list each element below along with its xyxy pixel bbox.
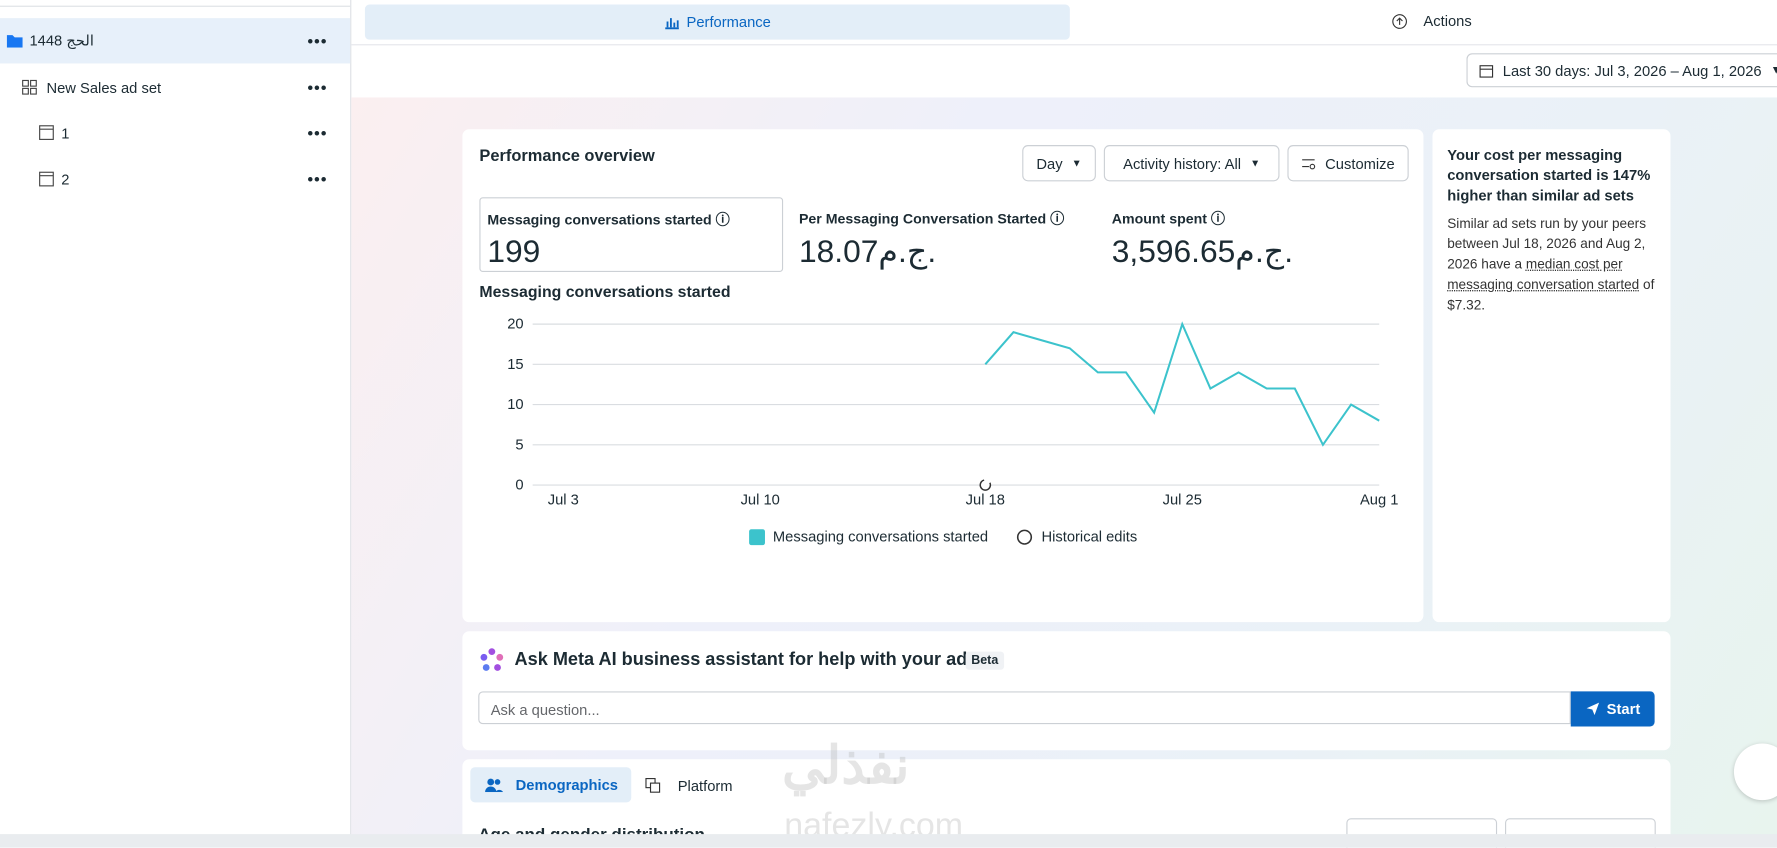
history-marker [979,479,992,491]
ad-row[interactable]: 2 ••• [0,156,350,201]
assistant-card: Ask Meta AI business assistant for help … [462,631,1671,751]
metric-card[interactable]: Per Messaging Conversation Started ⓘ 18.0… [799,206,1064,269]
ai-fab[interactable] [1733,743,1777,801]
tab-label: Actions [1423,12,1472,30]
y-tick-label: 5 [515,437,523,453]
send-icon [1586,702,1599,716]
campaign-row[interactable]: الحج 1448 ••• [0,18,351,64]
filter-select[interactable] [1505,818,1656,848]
chart-icon [664,17,679,29]
ad-name: 1 [61,124,70,142]
ad-name: 2 [61,170,70,188]
date-range: Last 30 days: Jul 3, 2026 – Aug 1, 2026 [1502,61,1762,79]
metric-label-text: Per Messaging Conversation Started [798,210,1047,227]
calendar-icon [1479,64,1494,78]
beta-badge: Beta [965,651,1004,670]
insight-text: Similar ad sets run by your peers betwee… [1447,213,1662,315]
metric-label: Messaging conversations started ⓘ [487,211,730,228]
more-button[interactable]: ••• [307,169,328,189]
insight-title: Your cost per messaging conversation sta… [1447,146,1651,204]
metric-value: 18.07ج.م. [798,233,937,269]
metric-label: Per Messaging Conversation Started ⓘ [798,210,1065,227]
x-tick-label: Jul 10 [741,492,780,508]
folder-icon [6,35,23,48]
metric-label-text: Messaging conversations started [487,211,712,228]
question-input[interactable]: Ask a question... [478,691,1571,725]
adset-row[interactable]: New Sales ad set ••• [0,65,350,110]
actions-tab[interactable]: Actions [1392,12,1472,29]
date-picker[interactable]: Last 30 days: Jul 3, 2026 – Aug 1, 2026▼ [1466,53,1777,88]
assistant-title: Ask Meta AI business assistant for help … [514,650,978,670]
text: of $7.32. [1447,276,1655,313]
sidebar: الحج 1448 ••• New Sales ad set ••• 1 •••… [0,0,352,848]
scrollbar [0,834,1777,848]
platform-icon [645,778,661,793]
campaign-name: الحج 1448 [29,31,94,49]
actions-icon [1392,13,1407,29]
y-tick-label: 15 [507,357,523,373]
day-select[interactable]: Day ▼ [1022,145,1096,182]
customize-button[interactable]: Customize [1287,145,1409,182]
ad-icon [39,171,54,187]
legend-history-icon [1016,529,1033,545]
legend-label: Messaging conversations started [773,530,988,546]
overview-card: Performance overview Day ▼ Activity histo… [462,129,1424,623]
activity-select[interactable]: Activity history: All ▼ [1103,145,1280,182]
breakdown-card: Demographics Platform Age and gender dis… [462,759,1671,848]
x-tick-label: Jul 3 [548,492,579,508]
select-label: Day [1036,154,1063,172]
more-button[interactable]: ••• [307,123,328,142]
people-icon [485,778,504,793]
x-tick-label: Aug 1 [1360,492,1398,508]
select-label: Activity history: All [1123,154,1242,172]
ad-icon [39,125,54,140]
legend-label: Historical edits [1042,530,1138,546]
overview-title: Performance overview [479,147,655,166]
customize-icon [1302,159,1316,170]
demographics-tab[interactable]: Demographics [470,767,632,803]
tab-bar [351,0,1777,46]
more-button[interactable]: ••• [307,31,328,50]
meta-ai-icon [480,648,504,671]
adset-icon [22,79,37,95]
x-tick-label: Jul 18 [966,492,1005,508]
chart-title: Messaging conversations started [479,284,730,301]
metric-label: Amount spent ⓘ [1111,210,1226,227]
y-tick-label: 20 [507,317,523,333]
x-tick-label: Jul 25 [1163,492,1202,508]
adset-name: New Sales ad set [46,78,162,96]
metric-value: 3,596.65ج.م. [1111,233,1294,269]
metric-label-text: Amount spent [1111,210,1207,227]
legend-swatch [749,529,765,546]
performance-tab[interactable]: Performance [364,4,1070,40]
platform-tab[interactable]: Platform [677,777,733,795]
more-button[interactable]: ••• [307,78,328,97]
watermark: نفذلي [781,735,910,795]
y-tick-label: 10 [507,397,523,413]
metric-value: 199 [487,233,541,269]
ad-row[interactable]: 1 ••• [0,110,350,155]
insight-card: Your cost per messaging conversation sta… [1432,129,1671,623]
metric-card[interactable]: Amount spent ⓘ 3,596.65ج.م. [1112,206,1293,269]
tab-label: Performance [686,13,771,31]
metric-card[interactable]: Messaging conversations started ⓘ 199 [479,197,784,272]
button-label: Customize [1325,154,1395,172]
y-tick-label: 0 [515,478,523,494]
insight-link[interactable]: median cost per messaging conversation s… [1447,256,1640,293]
filter-select[interactable] [1346,818,1498,848]
start-button[interactable]: Start [1570,691,1655,727]
series-line [984,321,1380,447]
text: Similar ad sets run by your peers betwee… [1447,215,1647,272]
button-label: Start [1606,700,1641,718]
